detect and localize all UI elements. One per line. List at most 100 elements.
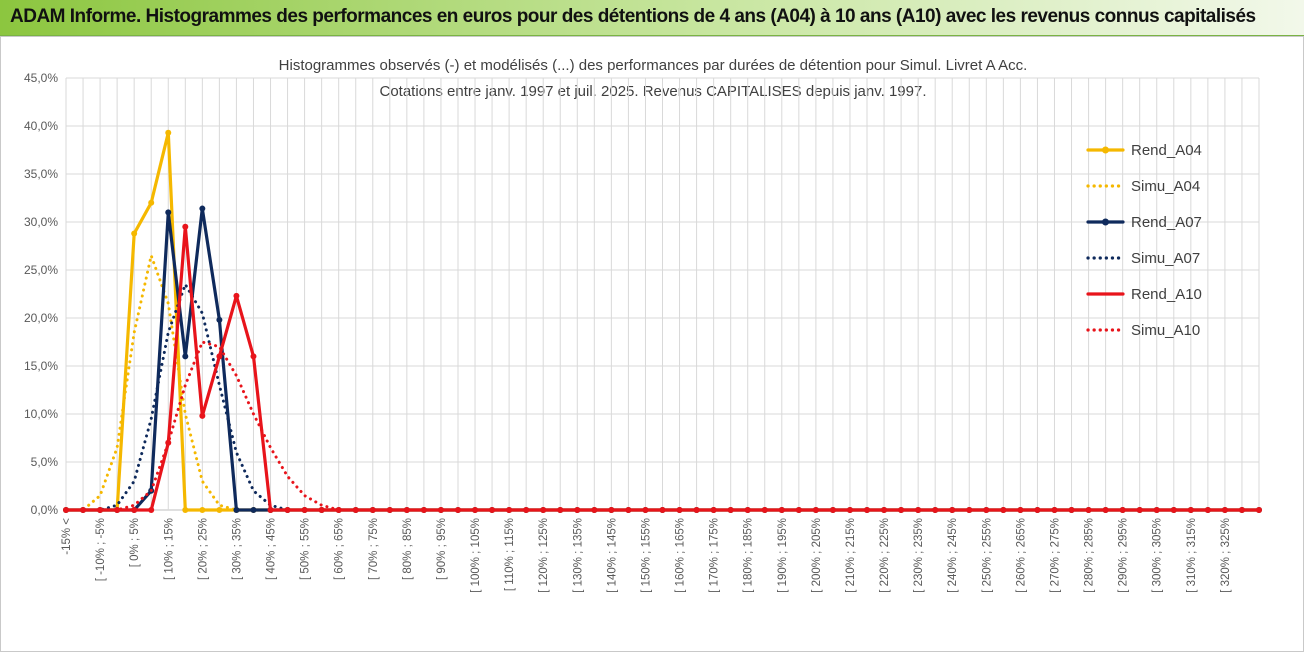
x-tick-label: [ 50% ; 55% (300, 518, 312, 580)
legend-label: Simu_A07 (1131, 250, 1200, 267)
legend-label: Simu_A04 (1131, 178, 1200, 195)
x-tick-label: [ 190% ; 195% (777, 518, 789, 593)
data-point (165, 129, 172, 136)
data-point (216, 353, 223, 360)
data-point (1187, 507, 1194, 513)
data-point (710, 507, 717, 513)
x-tick-label: [ 130% ; 135% (572, 518, 584, 593)
x-tick-label: [ 200% ; 205% (811, 518, 823, 593)
data-point (267, 507, 274, 513)
x-tick-label: [ 220% ; 225% (879, 518, 891, 593)
x-tick-label: [ 110% ; 115% (504, 518, 516, 591)
x-tick-label: -15% < (61, 518, 73, 555)
data-point (727, 507, 734, 513)
y-tick-label: 20,0% (24, 311, 58, 325)
x-tick-label: [ -10% ; -5% (95, 518, 107, 581)
x-tick-label: [ 280% ; 285% (1084, 518, 1096, 593)
data-point (131, 230, 138, 237)
data-point (250, 507, 257, 513)
y-tick-label: 40,0% (24, 119, 58, 133)
data-point (1256, 507, 1262, 513)
y-tick-label: 15,0% (24, 359, 58, 373)
x-tick-label: [ 100% ; 105% (470, 518, 482, 593)
data-point (233, 507, 240, 513)
data-point (233, 292, 240, 299)
report-banner: ADAM Informe. Histogrammes des performan… (0, 0, 1304, 36)
x-tick-label: [ 60% ; 65% (334, 518, 346, 580)
data-point (182, 507, 189, 513)
data-point (795, 507, 802, 513)
chart-frame: Histogrammes observés (-) et modélisés (… (0, 36, 1304, 652)
data-point (540, 507, 547, 513)
data-point (148, 199, 155, 206)
data-point (301, 507, 308, 513)
x-tick-label: [ 290% ; 295% (1118, 518, 1130, 593)
legend-label: Simu_A10 (1131, 322, 1200, 339)
data-point (1136, 507, 1143, 513)
data-point (199, 412, 206, 419)
y-axis: 0,0% 5,0% 10,0% 15,0% 20,0% 25,0% 30,0% 35,0% 40… (24, 71, 58, 517)
x-axis: -15% < [ -10% ; -5% [ 0% ; 5% [ 10% ; 15% [ … (61, 518, 1232, 593)
data-point (148, 507, 155, 513)
data-point (250, 353, 257, 360)
plot-area (63, 129, 1262, 513)
chart-title: Histogrammes observés (-) et modélisés (… (279, 57, 1028, 74)
x-tick-label: [ 0% ; 5% (129, 518, 141, 567)
data-point (1221, 507, 1228, 513)
legend-marker (1102, 218, 1109, 226)
data-point (472, 507, 479, 513)
x-tick-label: [ 140% ; 145% (606, 518, 618, 593)
data-point (642, 507, 649, 513)
report-title: ADAM Informe. Histogrammes des performan… (10, 6, 1256, 27)
x-tick-label: [ 10% ; 15% (163, 518, 175, 580)
gridlines (65, 77, 1260, 511)
y-tick-label: 30,0% (24, 215, 58, 229)
data-point (778, 507, 785, 513)
legend-label: Rend_A04 (1131, 142, 1202, 159)
data-point (216, 507, 223, 513)
legend-label: Rend_A07 (1131, 214, 1202, 231)
x-tick-label: [ 170% ; 175% (709, 518, 721, 593)
legend-label: Rend_A10 (1131, 286, 1202, 303)
data-point (369, 507, 376, 513)
x-tick-label: [ 300% ; 305% (1152, 518, 1164, 593)
x-tick-label: [ 20% ; 25% (197, 518, 209, 580)
data-point (1051, 507, 1058, 513)
data-point (523, 507, 530, 513)
data-point (949, 507, 956, 513)
x-tick-label: [ 240% ; 245% (947, 518, 959, 593)
data-point (199, 205, 206, 212)
x-tick-label: [ 260% ; 265% (1015, 518, 1027, 593)
x-tick-label: [ 180% ; 185% (743, 518, 755, 593)
x-tick-label: [ 80% ; 85% (402, 518, 414, 580)
x-tick-label: [ 120% ; 125% (538, 518, 550, 593)
data-point (693, 507, 700, 513)
data-point (454, 507, 461, 513)
x-tick-label: [ 70% ; 75% (368, 518, 380, 580)
data-point (608, 507, 615, 513)
data-point (1204, 507, 1211, 513)
data-point (165, 209, 172, 216)
y-tick-label: 45,0% (24, 71, 58, 85)
data-point (625, 507, 632, 513)
series-line-simu-a10 (64, 340, 1261, 512)
x-tick-label: [ 270% ; 275% (1049, 518, 1061, 593)
data-point (182, 223, 189, 230)
x-tick-label: [ 250% ; 255% (981, 518, 993, 593)
y-tick-label: 25,0% (24, 263, 58, 277)
x-tick-label: [ 90% ; 95% (436, 518, 448, 580)
data-point (1119, 507, 1126, 513)
data-point (114, 507, 121, 513)
data-point (557, 507, 564, 513)
data-point (182, 353, 189, 360)
x-tick-label: [ 310% ; 315% (1186, 518, 1198, 593)
x-tick-label: [ 40% ; 45% (266, 518, 278, 580)
y-tick-label: 5,0% (31, 455, 59, 469)
data-point (881, 507, 888, 513)
x-tick-label: [ 160% ; 165% (675, 518, 687, 593)
x-tick-label: [ 320% ; 325% (1220, 518, 1232, 593)
data-point (199, 507, 206, 513)
data-point (864, 507, 871, 513)
y-tick-label: 0,0% (31, 503, 59, 517)
data-point (1102, 507, 1109, 513)
